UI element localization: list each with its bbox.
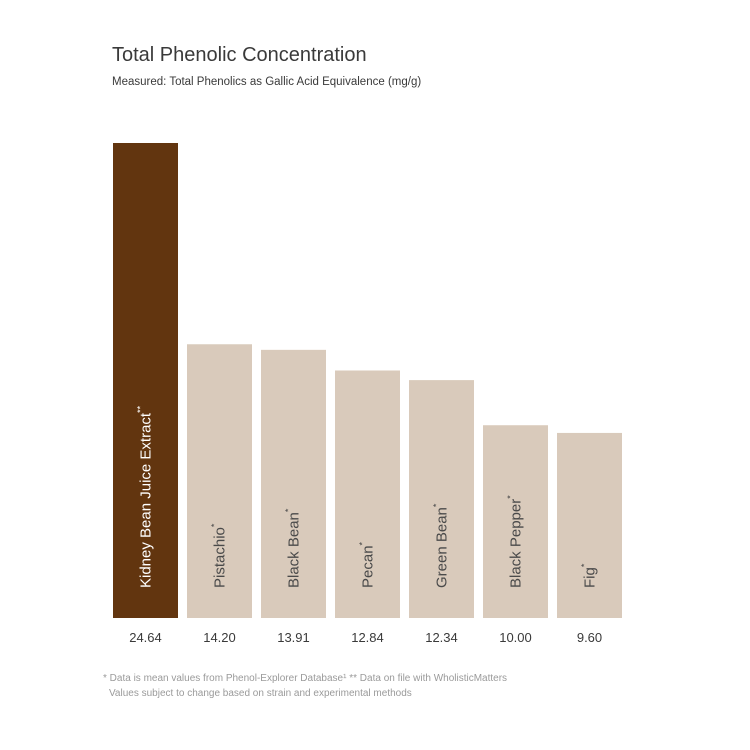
bar-label-marker: *: [210, 523, 220, 527]
bar-label-text: Fig: [582, 567, 599, 588]
bar-label-black-pepper: Black Pepper*: [506, 495, 525, 588]
bar-label-text: Black Pepper: [508, 499, 525, 588]
chart-title: Total Phenolic Concentration: [112, 44, 367, 66]
bar-label-kidney-bean-juice-extract: Kidney Bean Juice Extract**: [136, 405, 155, 588]
bar-label-pecan: Pecan*: [358, 541, 377, 588]
value-label: 24.64: [129, 630, 162, 645]
bar-label-marker: *: [580, 563, 590, 567]
bar-fig: [557, 432, 622, 618]
bar-label-text: Black Bean: [286, 512, 303, 588]
value-label: 13.91: [277, 630, 310, 645]
footnote-sources: * Data is mean values from Phenol-Explor…: [103, 673, 508, 684]
footnote-disclaimer: Values subject to change based on strain…: [109, 688, 412, 699]
chart-subtitle: Measured: Total Phenolics as Gallic Acid…: [112, 76, 422, 88]
bar-label-marker: *: [432, 503, 442, 507]
bar-label-text: Kidney Bean Juice Extract: [138, 412, 155, 588]
bar-label-fig: Fig*: [580, 563, 599, 588]
value-label: 9.60: [577, 630, 602, 645]
bar-label-text: Pistachio: [212, 527, 229, 588]
value-label: 12.84: [351, 630, 384, 645]
bar-label-text: Green Bean: [434, 507, 451, 588]
bar-pecan: [335, 370, 400, 618]
bar-green-bean: [409, 380, 474, 618]
bar-label-marker: *: [284, 508, 294, 512]
value-label: 14.20: [203, 630, 236, 645]
bar-black-pepper: [483, 425, 548, 618]
bar-label-marker: *: [358, 541, 368, 545]
bar-black-bean: [261, 349, 326, 618]
bar-label-text: Pecan: [360, 545, 377, 588]
bar-label-marker: *: [506, 495, 516, 499]
bar-label-black-bean: Black Bean*: [284, 508, 303, 588]
value-label: 10.00: [499, 630, 532, 645]
bar-label-pistachio: Pistachio*: [210, 523, 229, 588]
value-label: 12.34: [425, 630, 458, 645]
bar-label-marker: **: [136, 405, 146, 413]
bar-pistachio: [187, 344, 252, 618]
bar-kidney-bean-juice-extract: [113, 143, 178, 618]
bar-label-green-bean: Green Bean*: [432, 503, 451, 588]
